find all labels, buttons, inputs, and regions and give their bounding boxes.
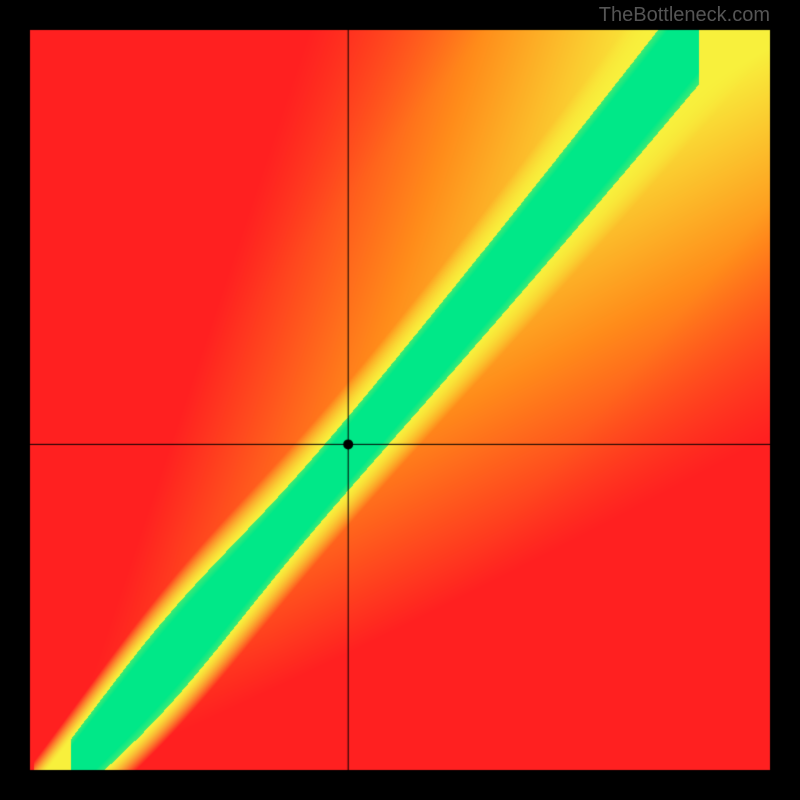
watermark-text: TheBottleneck.com: [599, 4, 770, 27]
chart-container: TheBottleneck.com: [0, 0, 800, 800]
bottleneck-heatmap: [0, 0, 800, 800]
